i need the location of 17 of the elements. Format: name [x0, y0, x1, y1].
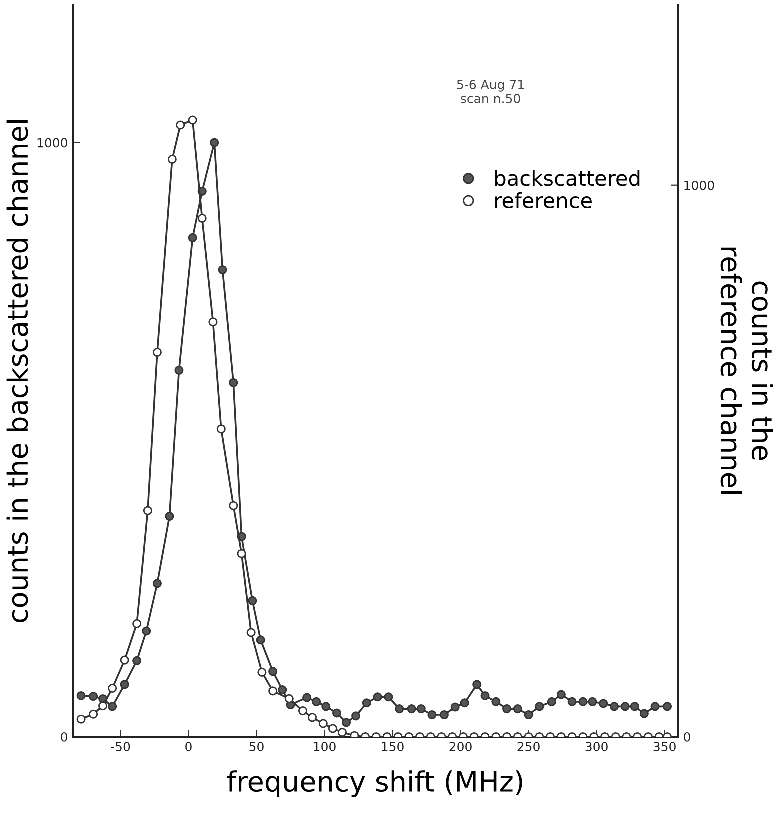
y2-tick-label: 1000 [684, 180, 714, 190]
y2-axis-title: counts in the reference channel [720, 248, 774, 494]
x-tick-label: 0 [186, 742, 192, 752]
x-tick-label: 250 [518, 742, 540, 752]
x-tick-label: 350 [654, 742, 676, 752]
legend-label: reference [496, 192, 592, 208]
x-tick-label: 300 [586, 742, 608, 752]
x-tick-label: 50 [250, 742, 264, 752]
x-tick-label: 100 [314, 742, 336, 752]
annotation: 5-6 Aug 71 scan n.50 [457, 80, 524, 104]
y2-tick-label: 0 [684, 732, 690, 742]
y-axis-title: counts in the backscattered channel [6, 120, 28, 623]
x-tick-label: 200 [450, 742, 472, 752]
x-axis-title: frequency shift (MHz) [227, 770, 522, 798]
x-tick-label: -50 [111, 742, 130, 752]
legend-label: backscattered [496, 170, 640, 186]
x-tick-label: 150 [382, 742, 404, 752]
